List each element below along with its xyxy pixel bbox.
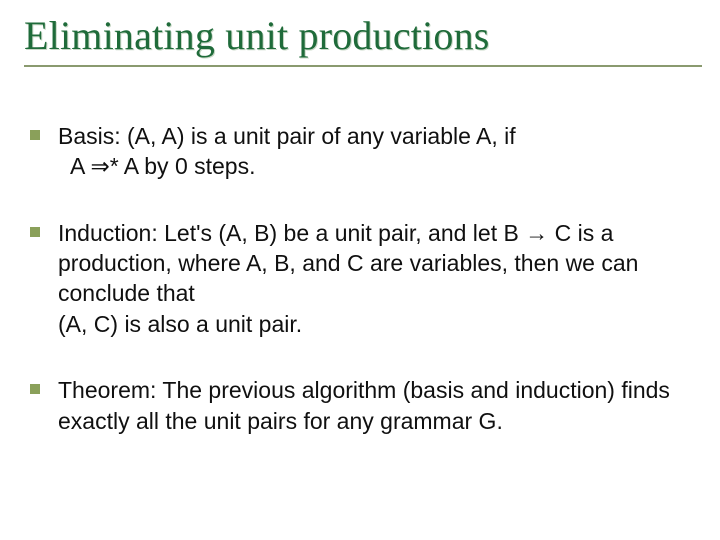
list-item: Basis: (A, A) is a unit pair of any vari… (30, 121, 686, 182)
slide: Eliminating unit productions Basis: (A, … (0, 0, 720, 540)
list-item-text: Induction: Let's (A, B) be a unit pair, … (58, 218, 686, 339)
list-item-text: Theorem: The previous algorithm (basis a… (58, 375, 686, 436)
list-item-line: Theorem: The previous algorithm (basis a… (58, 377, 670, 433)
list-item-line: A ⇒* A by 0 steps. (58, 151, 686, 181)
title-underline (24, 65, 702, 67)
square-bullet-icon (30, 384, 40, 394)
list-item-line: (A, C) is also a unit pair. (58, 309, 686, 339)
list-item-line: Basis: (A, A) is a unit pair of any vari… (58, 123, 516, 149)
square-bullet-icon (30, 227, 40, 237)
slide-title: Eliminating unit productions (24, 12, 696, 59)
list-item-line: Induction: Let's (A, B) be a unit pair, … (58, 220, 638, 307)
slide-body: Basis: (A, A) is a unit pair of any vari… (24, 121, 696, 436)
list-item: Induction: Let's (A, B) be a unit pair, … (30, 218, 686, 339)
square-bullet-icon (30, 130, 40, 140)
list-item: Theorem: The previous algorithm (basis a… (30, 375, 686, 436)
list-item-text: Basis: (A, A) is a unit pair of any vari… (58, 121, 686, 182)
